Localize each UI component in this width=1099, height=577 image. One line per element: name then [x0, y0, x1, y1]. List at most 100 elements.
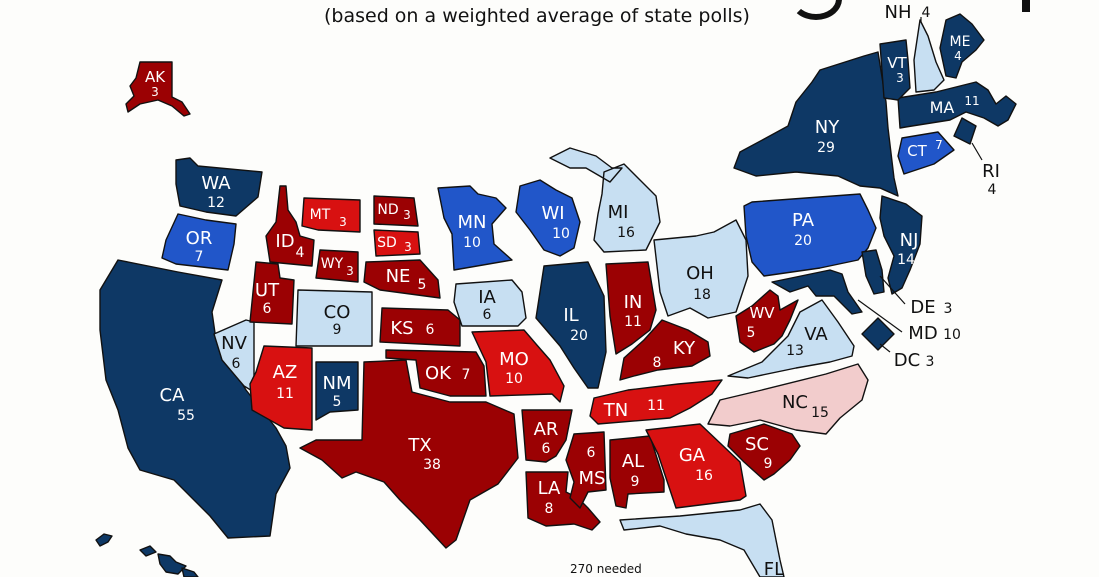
state-DC[interactable]	[861, 317, 895, 351]
state-WY[interactable]	[315, 249, 359, 283]
state-MN[interactable]	[437, 185, 513, 271]
state-TX[interactable]	[299, 359, 519, 549]
state-FL[interactable]	[619, 503, 785, 577]
label-IL-abbr: IL	[563, 305, 578, 326]
label-DC-abbr: DC	[894, 350, 920, 371]
state-MS[interactable]	[565, 431, 607, 509]
label-UT-abbr: UT	[255, 280, 280, 301]
state-CO[interactable]	[295, 289, 373, 347]
state-CA[interactable]	[99, 259, 291, 539]
state-MD[interactable]	[771, 269, 863, 315]
state-HI[interactable]	[95, 533, 199, 577]
state-MO[interactable]	[471, 329, 565, 403]
label-VT-abbr: VT	[887, 54, 907, 72]
state-VT[interactable]	[879, 39, 911, 101]
state-AZ[interactable]	[249, 345, 313, 431]
label-AL-abbr: AL	[622, 451, 644, 472]
state-NH[interactable]	[913, 19, 945, 93]
state-MI[interactable]	[549, 147, 661, 253]
label-NH-ev: 4	[922, 5, 931, 21]
label-CT-ev: 7	[935, 138, 943, 152]
label-AZ-abbr: AZ	[273, 362, 298, 383]
label-AZ-ev: 11	[276, 386, 294, 402]
state-OK[interactable]	[385, 349, 487, 397]
label-KY-abbr: KY	[673, 338, 696, 359]
state-KY[interactable]	[619, 319, 711, 381]
state-AK[interactable]	[125, 61, 191, 117]
label-OK-abbr: OK	[425, 363, 452, 384]
label-CA-ev: 55	[177, 408, 195, 424]
label-WA-abbr: WA	[201, 173, 231, 194]
state-UT[interactable]	[249, 261, 295, 325]
state-SD[interactable]	[373, 229, 421, 257]
label-WA-ev: 12	[207, 195, 225, 211]
label-MS-ev: 6	[587, 445, 596, 461]
state-NJ[interactable]	[879, 195, 923, 295]
label-NJ-ev: 14	[897, 252, 915, 268]
label-FL-abbr: FL	[764, 559, 784, 577]
label-OH-ev: 18	[693, 287, 711, 303]
state-ME[interactable]	[939, 13, 985, 79]
label-NE-abbr: NE	[386, 266, 411, 287]
label-ND-ev: 3	[403, 208, 411, 222]
state-KS[interactable]	[379, 307, 461, 347]
state-OR[interactable]	[161, 213, 237, 271]
label-WV-ev: 5	[747, 325, 756, 341]
label-NJ-abbr: NJ	[900, 230, 919, 251]
state-GA[interactable]	[645, 423, 747, 509]
label-IA-ev: 6	[483, 307, 492, 323]
state-WA[interactable]	[175, 157, 263, 217]
state-IA[interactable]	[453, 279, 527, 327]
label-TX-ev: 38	[423, 457, 441, 473]
state-ND[interactable]	[373, 195, 419, 227]
state-AR[interactable]	[521, 409, 573, 463]
external-labels: NH 4 RI 4 DE 3 MD 10 DC 3	[885, 2, 1000, 371]
label-CT-abbr: CT	[907, 142, 927, 160]
label-MO-ev: 10	[505, 371, 523, 387]
leader-DE	[879, 275, 906, 305]
state-MT[interactable]	[301, 197, 361, 233]
label-KY-ev: 8	[653, 355, 662, 371]
state-DE[interactable]	[861, 249, 885, 295]
label-MA-ev: 11	[964, 94, 979, 108]
state-NC[interactable]	[707, 363, 869, 435]
label-AL-ev: 9	[631, 474, 640, 490]
label-RI-abbr: RI	[982, 161, 1000, 182]
state-OH[interactable]	[653, 219, 749, 319]
label-VA-abbr: VA	[804, 324, 828, 345]
label-MN-ev: 10	[463, 235, 481, 251]
label-OH-abbr: OH	[686, 263, 714, 284]
label-DE-ev: 3	[944, 301, 953, 317]
state-SC[interactable]	[727, 423, 801, 481]
label-WI-ev: 10	[552, 226, 570, 242]
label-AK-abbr: AK	[145, 68, 166, 86]
label-IN-abbr: IN	[624, 292, 643, 313]
label-SD-abbr: SD	[377, 235, 397, 251]
state-NY[interactable]	[733, 51, 899, 197]
label-MN-abbr: MN	[458, 212, 487, 233]
label-MT-abbr: MT	[310, 207, 331, 223]
state-RI[interactable]	[953, 117, 977, 145]
label-IN-ev: 11	[624, 314, 642, 330]
state-IN[interactable]	[605, 261, 657, 355]
state-WI[interactable]	[515, 179, 581, 257]
label-KS-abbr: KS	[390, 318, 413, 339]
state-VA[interactable]	[727, 299, 855, 379]
leader-MD	[857, 299, 903, 333]
state-ID[interactable]	[265, 185, 315, 267]
state-NE[interactable]	[363, 259, 441, 299]
state-LA[interactable]	[525, 471, 601, 531]
label-PA-ev: 20	[794, 233, 812, 249]
state-NM[interactable]	[315, 361, 359, 421]
state-CT[interactable]	[897, 131, 955, 175]
state-IL[interactable]	[535, 261, 607, 389]
label-NV-ev: 6	[232, 356, 241, 372]
state-WV[interactable]	[735, 289, 799, 353]
state-TN[interactable]	[589, 379, 723, 425]
label-DC-ev: 3	[926, 354, 935, 370]
label-NY-ev: 29	[817, 140, 835, 156]
state-AL[interactable]	[609, 435, 665, 509]
state-MA[interactable]	[897, 81, 1017, 129]
label-IA-abbr: IA	[478, 287, 496, 308]
